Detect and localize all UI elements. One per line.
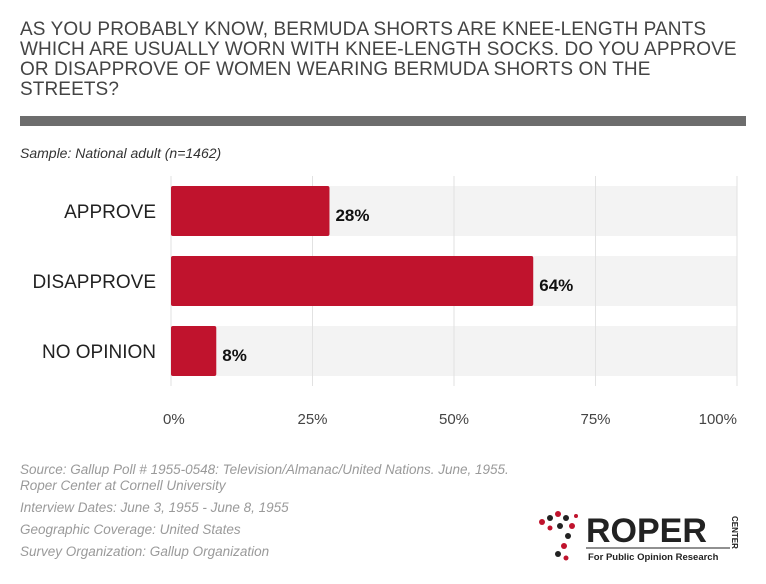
logo-tagline: For Public Opinion Research bbox=[588, 552, 719, 563]
category-label: DISAPPROVE bbox=[32, 272, 156, 293]
x-tick-label: 100% bbox=[699, 411, 737, 428]
category-label: APPROVE bbox=[64, 202, 156, 223]
footer-notes: Source: Gallup Poll # 1955-0548: Televis… bbox=[20, 462, 560, 560]
question-title: AS YOU PROBABLY KNOW, BERMUDA SHORTS ARE… bbox=[20, 19, 737, 100]
logo-name: ROPER bbox=[586, 512, 707, 550]
x-tick-label: 50% bbox=[439, 411, 469, 428]
sample-note: Sample: National adult (n=1462) bbox=[20, 145, 222, 161]
roper-center-logo: ROPER CENTER For Public Opinion Research bbox=[539, 511, 739, 563]
source-line-2: Roper Center at Cornell University bbox=[20, 478, 226, 493]
source-line-1: Source: Gallup Poll # 1955-0548: Televis… bbox=[20, 462, 509, 477]
logo-side: CENTER bbox=[730, 516, 739, 549]
survey-organization: Survey Organization: Gallup Organization bbox=[20, 544, 270, 559]
interview-dates: Interview Dates: June 3, 1955 - June 8, … bbox=[20, 500, 289, 515]
bar-approve bbox=[171, 186, 330, 236]
value-label: 8% bbox=[222, 346, 247, 365]
x-tick-label: 25% bbox=[297, 411, 327, 428]
divider-bar bbox=[20, 116, 746, 126]
bar-no-opinion bbox=[171, 326, 217, 376]
category-label: NO OPINION bbox=[42, 342, 156, 363]
value-label: 28% bbox=[335, 206, 369, 225]
bar-chart: APPROVE DISAPPROVE NO OPINION 28% 64% 8% 0% 2… bbox=[32, 176, 738, 428]
bar-disapprove bbox=[171, 256, 534, 306]
dots-icon bbox=[539, 511, 578, 561]
x-tick-label: 0% bbox=[163, 411, 185, 428]
value-label: 64% bbox=[539, 276, 573, 295]
x-tick-label: 75% bbox=[580, 411, 610, 428]
geographic-coverage: Geographic Coverage: United States bbox=[20, 522, 241, 537]
